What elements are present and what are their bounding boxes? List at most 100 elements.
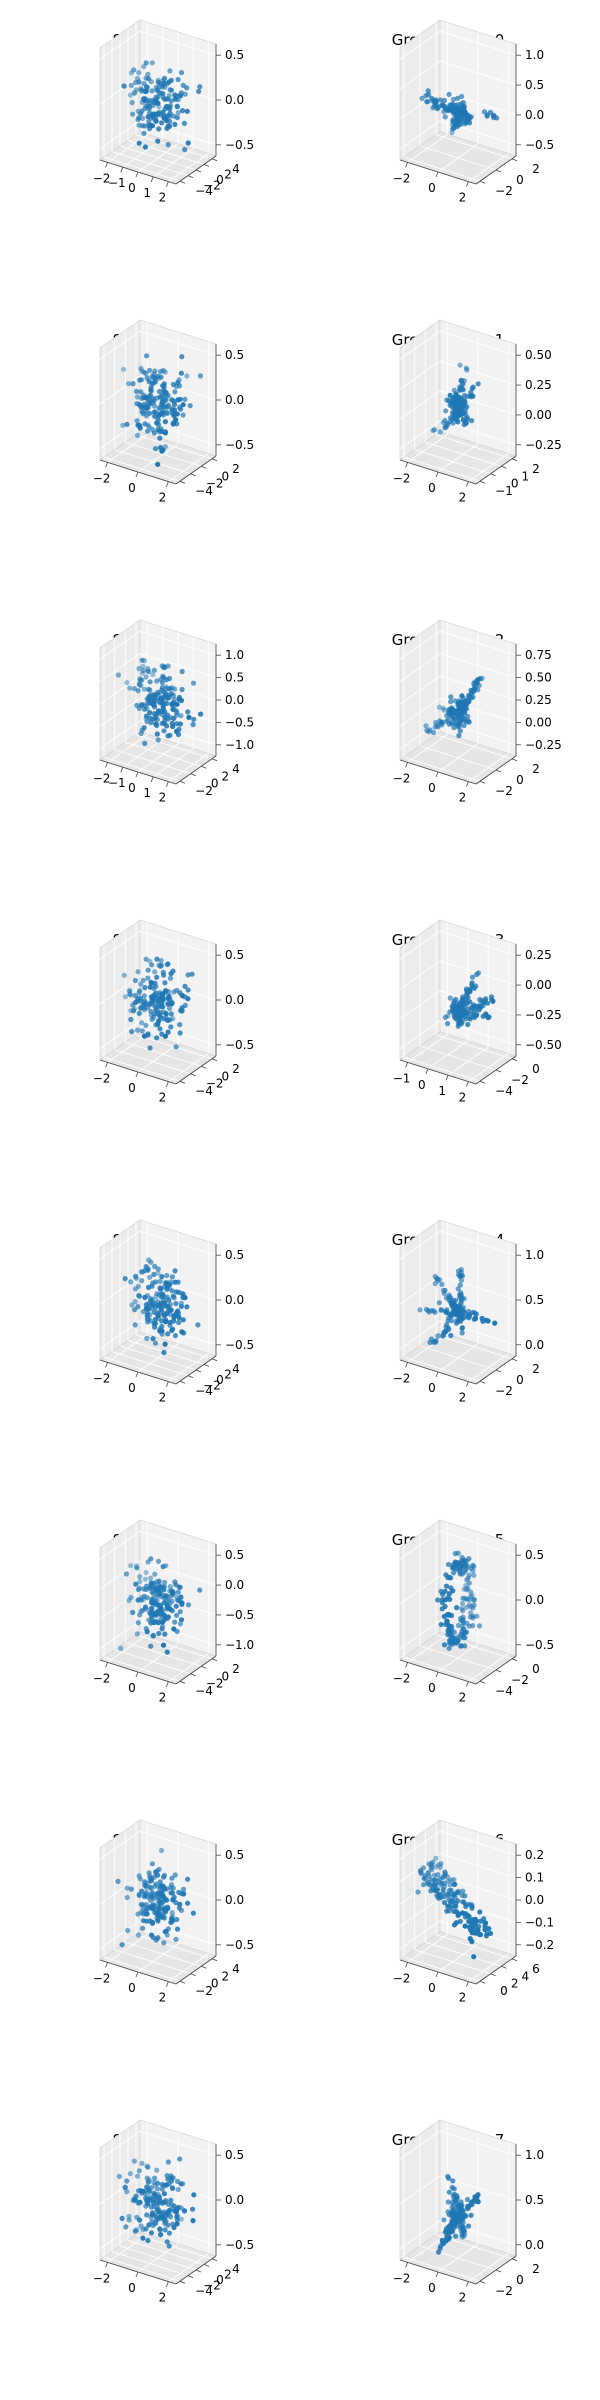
grid-y — [403, 2256, 481, 2282]
data-point — [175, 397, 181, 403]
data-point — [144, 353, 150, 359]
data-point — [159, 1004, 165, 1010]
data-point — [165, 2210, 171, 2216]
data-point — [136, 79, 142, 85]
data-point — [155, 461, 161, 467]
data-point — [159, 680, 166, 686]
data-point — [459, 381, 465, 387]
grid-z — [439, 1320, 517, 1346]
data-point — [428, 1863, 435, 1869]
y-tick — [211, 1058, 218, 1062]
data-point — [151, 691, 157, 697]
data-point — [153, 1279, 159, 1285]
data-point — [469, 392, 475, 399]
data-point — [151, 1903, 157, 1909]
data-point — [172, 389, 178, 395]
y-tick-label: 0 — [222, 1669, 230, 1683]
y-tick — [179, 1080, 186, 1084]
y-tick — [187, 175, 194, 178]
data-point — [152, 446, 159, 452]
data-point — [456, 1317, 462, 1323]
data-point — [458, 1277, 464, 1283]
data-point — [418, 1870, 424, 1876]
data-point — [459, 93, 465, 100]
grid-y — [135, 1934, 213, 1960]
z-tick-label: 0.0 — [525, 1338, 544, 1352]
data-point — [457, 712, 464, 718]
data-point — [462, 1567, 469, 1573]
data-point — [134, 418, 140, 424]
data-point — [169, 1274, 175, 1280]
data-point — [168, 971, 174, 977]
z-tick-label: 0.1 — [525, 1871, 544, 1885]
grid-y — [414, 449, 491, 475]
data-point — [441, 97, 447, 104]
y-tick — [511, 1958, 518, 1962]
grid-y — [419, 745, 497, 771]
z-tick-label: −0.5 — [225, 2238, 254, 2252]
data-point — [147, 679, 153, 685]
data-point — [146, 686, 152, 693]
grid-y — [135, 1634, 213, 1660]
data-point — [432, 103, 438, 109]
data-point — [478, 1003, 485, 1010]
data-point — [168, 2197, 174, 2203]
data-point — [457, 1918, 463, 1924]
data-point — [162, 1908, 168, 1914]
data-point — [461, 1899, 467, 1905]
grid-x — [152, 748, 194, 778]
data-point — [451, 2196, 457, 2202]
z-tick-label: −0.5 — [225, 715, 254, 729]
y-tick — [190, 1673, 196, 1677]
y-tick — [195, 2269, 202, 2273]
data-point — [169, 1001, 175, 1007]
grid-z — [399, 1530, 441, 1560]
data-point — [169, 1910, 175, 1916]
data-point — [148, 388, 154, 394]
z-tick-label: 0.5 — [525, 78, 544, 92]
data-point — [179, 1329, 185, 1335]
y-tick-label: 2 — [222, 1969, 230, 1983]
y-tick-label: 2 — [222, 769, 230, 783]
grid-z — [439, 1230, 517, 1256]
data-point — [168, 87, 175, 93]
data-point — [448, 1332, 454, 1339]
data-point — [459, 1010, 465, 1016]
data-point — [452, 415, 458, 421]
x-tick-label: 1 — [143, 186, 151, 200]
data-point — [190, 721, 196, 728]
grid-z — [139, 30, 217, 56]
data-point — [170, 1590, 176, 1596]
data-point — [129, 1029, 135, 1035]
data-point — [144, 2175, 150, 2181]
data-point — [170, 421, 176, 427]
data-point — [136, 115, 142, 121]
data-point — [161, 1915, 167, 1921]
data-point — [440, 1887, 446, 1893]
grid-z — [399, 1230, 441, 1260]
data-point — [141, 993, 147, 999]
grid-y — [403, 456, 481, 482]
grid-y — [135, 734, 213, 760]
grid-y — [419, 1345, 497, 1371]
data-point — [464, 699, 471, 705]
data-point — [141, 402, 147, 408]
grid-z — [399, 1575, 441, 1605]
data-point — [120, 366, 127, 372]
data-point — [142, 1604, 149, 1610]
grid-z — [399, 630, 441, 660]
y-tick — [201, 1065, 207, 1069]
data-point — [154, 956, 160, 962]
data-point — [144, 1313, 150, 1319]
y-tick — [179, 1680, 186, 1684]
x-tick-label: 2 — [159, 791, 167, 805]
data-point — [450, 1899, 456, 1905]
data-point — [164, 2239, 170, 2245]
data-point — [135, 1911, 141, 1917]
y-tick — [479, 1980, 486, 1984]
data-point — [460, 997, 466, 1003]
data-point — [148, 1620, 154, 1626]
grid-y — [435, 734, 513, 760]
data-point — [148, 1575, 154, 1581]
